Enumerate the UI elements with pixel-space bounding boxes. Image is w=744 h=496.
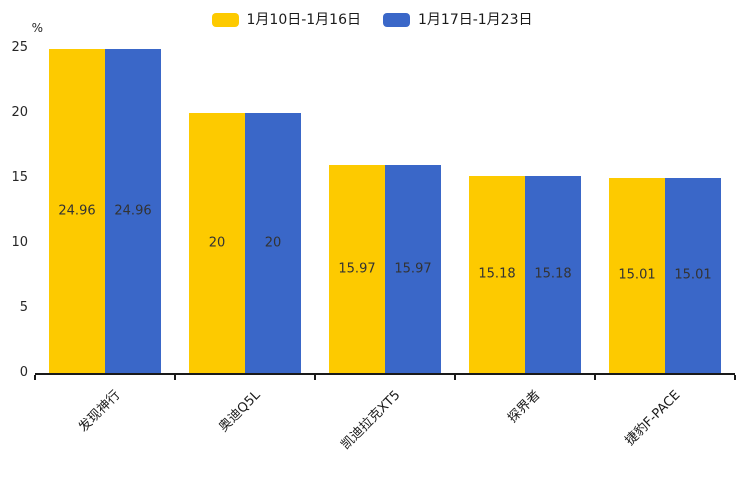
x-axis-tick — [734, 375, 736, 380]
legend-swatch-blue-icon — [383, 13, 410, 27]
bar-value-label: 15.01 — [618, 267, 656, 283]
x-axis-label-2: 奥迪Q5L — [216, 387, 264, 436]
y-axis-tick-label-25: 25 — [11, 40, 28, 55]
y-axis-tick-label-0: 0 — [19, 365, 28, 380]
bar-value-label: 24.96 — [114, 203, 152, 219]
legend: 1月10日-1月16日 1月17日-1月23日 — [0, 8, 744, 32]
bar-series1-5[interactable]: 15.01 — [609, 177, 665, 373]
x-axis-label-4: 探界者 — [505, 387, 544, 427]
legend-item-series1[interactable]: 1月10日-1月16日 — [211, 12, 362, 28]
y-axis-tick-label-20: 20 — [11, 105, 28, 120]
bar-value-label: 24.96 — [58, 203, 96, 219]
y-axis-tick-label-5: 5 — [19, 300, 28, 315]
y-axis-unit-label: % — [31, 21, 43, 35]
bar-series1-2[interactable]: 20 — [189, 113, 245, 373]
bar-value-label: 20 — [208, 235, 226, 251]
x-axis-label-5: 捷豹F-PACE — [622, 387, 684, 449]
bar-series1-1[interactable]: 24.96 — [49, 48, 105, 373]
bar-series2-3[interactable]: 15.97 — [385, 165, 441, 373]
legend-label-series1: 1月10日-1月16日 — [246, 12, 362, 28]
legend-label-series2: 1月17日-1月23日 — [418, 12, 533, 28]
x-axis-tick — [34, 375, 36, 380]
bar-series2-4[interactable]: 15.18 — [525, 175, 581, 373]
bar-series2-2[interactable]: 20 — [245, 113, 301, 373]
plot-area: 24.96 24.96 发现神行 20 20 奥迪Q5L 15.97 15.97 凯迪拉克XT5… — [34, 48, 736, 453]
legend-item-series2[interactable]: 1月17日-1月23日 — [383, 12, 533, 28]
y-axis-tick-label-15: 15 — [11, 170, 28, 185]
x-axis-tick — [314, 375, 316, 380]
bar-value-label: 15.01 — [674, 267, 712, 283]
x-axis-label-1: 发现神行 — [76, 387, 124, 436]
bar-series1-3[interactable]: 15.97 — [329, 165, 385, 373]
bar-value-label: 15.97 — [394, 261, 432, 277]
x-axis-tick — [454, 375, 456, 380]
legend-swatch-yellow-icon — [211, 13, 239, 27]
bar-series1-4[interactable]: 15.18 — [469, 175, 525, 373]
x-axis-tick — [174, 375, 176, 380]
x-axis-tick — [594, 375, 596, 380]
x-axis-label-3: 凯迪拉克XT5 — [338, 387, 404, 453]
bar-series2-5[interactable]: 15.01 — [665, 177, 721, 373]
bar-series2-1[interactable]: 24.96 — [105, 48, 161, 373]
bar-value-label: 15.97 — [338, 261, 376, 277]
y-axis-tick-label-10: 10 — [11, 235, 28, 250]
bar-value-label: 20 — [264, 235, 282, 251]
bar-value-label: 15.18 — [478, 266, 516, 282]
bar-value-label: 15.18 — [534, 266, 572, 282]
